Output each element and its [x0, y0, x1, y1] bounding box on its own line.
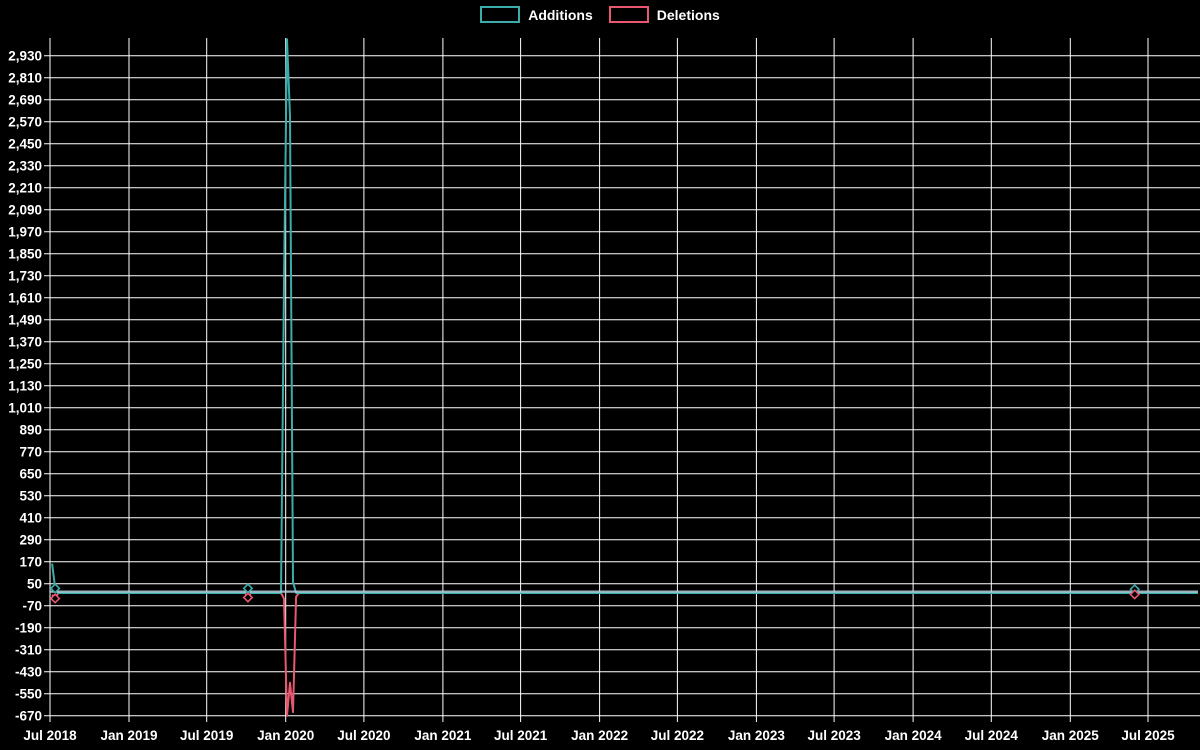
y-tick-label: 650 — [19, 467, 42, 482]
y-tick-label: 1,250 — [8, 357, 42, 372]
y-tick-label: 1,370 — [8, 335, 42, 350]
y-tick-label: 2,090 — [8, 203, 42, 218]
y-tick-label: 1,610 — [8, 291, 42, 306]
series-lines — [51, 38, 1198, 717]
y-tick-label: -190 — [15, 621, 42, 636]
x-tick-label: Jan 2019 — [100, 728, 157, 743]
additions-line — [51, 38, 1198, 594]
legend-label-deletions: Deletions — [656, 6, 720, 23]
y-tick-label: 2,690 — [8, 93, 42, 108]
x-tick-label: Jul 2025 — [1121, 728, 1175, 743]
y-axis-labels: 2,930 2,810 2,690 2,570 2,450 2,330 2,210 2,090… — [8, 49, 42, 724]
y-tick-label: 2,210 — [8, 181, 42, 196]
y-tick-label: 530 — [19, 489, 42, 504]
x-tick-label: Jul 2022 — [651, 728, 704, 743]
deletions-marker-diamond — [242, 592, 254, 603]
y-tick-label: 890 — [19, 423, 42, 438]
x-tick-label: Jan 2022 — [571, 728, 628, 743]
y-tick-label: 1,970 — [8, 225, 42, 240]
legend-label-additions: Additions — [528, 6, 593, 23]
y-tick-label: 2,930 — [8, 49, 42, 64]
gridlines — [44, 38, 1200, 722]
y-tick-label: 410 — [19, 511, 42, 526]
y-tick-label: 1,010 — [8, 401, 42, 416]
y-tick-label: 170 — [19, 555, 42, 570]
x-tick-label: Jan 2023 — [728, 728, 786, 743]
x-tick-label: Jul 2021 — [494, 728, 548, 743]
y-tick-label: 1,490 — [8, 313, 42, 328]
y-tick-label: 50 — [27, 577, 42, 592]
y-tick-label: 2,330 — [8, 159, 42, 174]
deletions-marker-diamond — [1129, 589, 1141, 600]
x-tick-label: Jul 2019 — [180, 728, 233, 743]
y-tick-label: -70 — [22, 599, 42, 614]
point-markers — [49, 583, 1141, 604]
y-tick-label: 1,850 — [8, 247, 42, 262]
deletions-swatch-icon — [608, 6, 649, 23]
y-tick-label: -670 — [15, 709, 42, 724]
additions-swatch-icon — [480, 6, 521, 23]
x-tick-label: Jan 2024 — [885, 728, 943, 743]
y-tick-label: -430 — [15, 665, 42, 680]
y-tick-label: 2,810 — [8, 71, 42, 86]
additions-marker-diamond — [49, 583, 61, 594]
y-tick-label: -310 — [15, 643, 42, 658]
chart-legend: Additions Deletions — [0, 6, 1200, 23]
deletions-line — [51, 592, 1198, 717]
y-tick-label: 2,570 — [8, 115, 42, 130]
x-axis-labels: Jul 2018 Jan 2019 Jul 2019 Jan 2020 Jul 2020… — [23, 728, 1175, 743]
x-tick-label: Jul 2018 — [23, 728, 77, 743]
y-tick-label: 1,730 — [8, 269, 42, 284]
deletions-marker-diamond — [49, 593, 61, 604]
x-tick-label: Jan 2020 — [257, 728, 314, 743]
y-tick-label: 2,450 — [8, 137, 42, 152]
x-tick-label: Jan 2025 — [1042, 728, 1100, 743]
legend-item-additions[interactable]: Additions — [480, 6, 593, 23]
x-tick-label: Jul 2020 — [337, 728, 390, 743]
y-tick-label: 1,130 — [8, 379, 42, 394]
x-tick-label: Jan 2021 — [414, 728, 472, 743]
y-tick-label: -550 — [15, 687, 42, 702]
legend-item-deletions[interactable]: Deletions — [608, 6, 720, 23]
y-tick-label: 770 — [19, 445, 42, 460]
y-tick-label: 290 — [19, 533, 42, 548]
x-tick-label: Jul 2024 — [965, 728, 1019, 743]
x-tick-label: Jul 2023 — [807, 728, 861, 743]
